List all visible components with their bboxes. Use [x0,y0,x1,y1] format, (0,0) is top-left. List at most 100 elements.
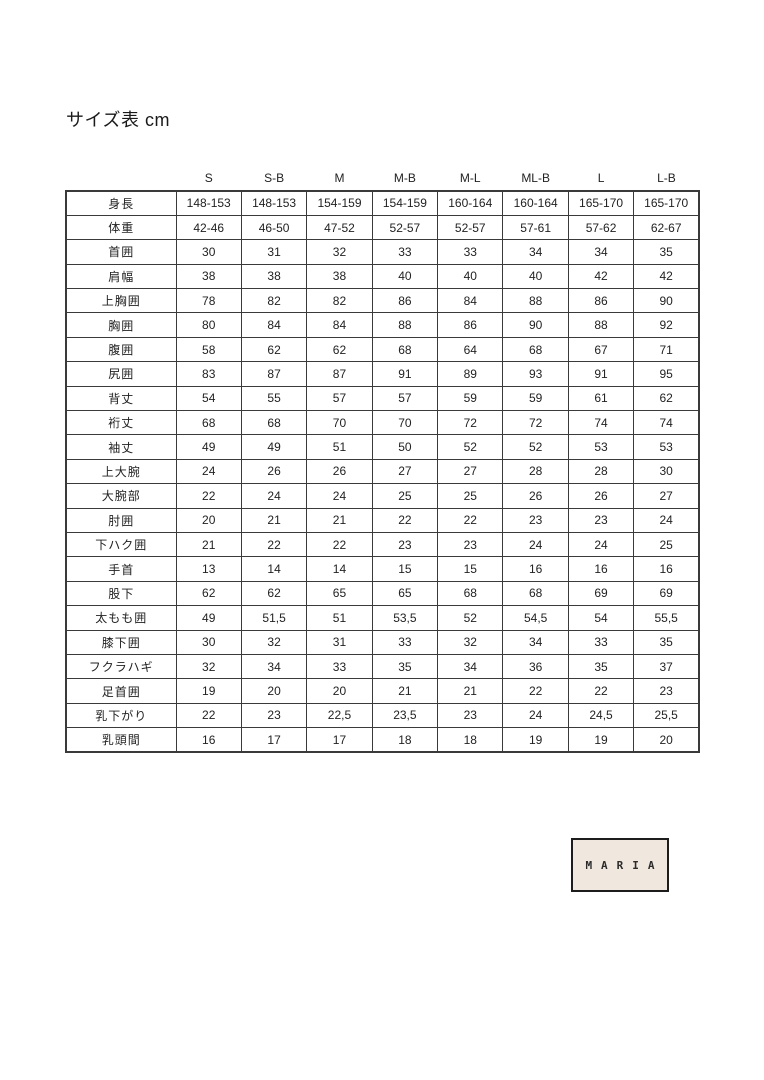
table-cell: 33 [437,239,504,265]
table-cell: 87 [240,361,308,387]
table-row: 上胸囲 78 82 82 86 84 88 86 90 [65,288,701,314]
table-cell: 82 [240,288,308,314]
table-cell: 22 [502,678,569,704]
table-cell: 53,5 [371,605,439,631]
row-label-cell: 袖丈 [65,434,177,460]
table-row: 袖丈 49 49 51 50 52 52 53 53 [65,434,701,460]
table-cell: 51 [306,434,373,460]
size-column-header: S [204,170,213,185]
table-cell: 26 [502,483,569,509]
row-label-cell: 肘囲 [65,507,177,533]
table-cell: 62-67 [633,214,701,241]
table-cell: 36 [502,653,569,680]
table-row: 股下 62 62 65 65 68 68 69 69 [65,580,701,607]
table-cell: 20 [633,727,701,754]
row-label-cell: 膝下囲 [65,629,177,655]
row-label-cell: 腹囲 [65,336,177,363]
table-cell: 23,5 [371,702,439,729]
table-cell: 21 [175,531,242,558]
table-cell: 53 [567,434,635,460]
table-cell: 22 [371,507,439,533]
row-label-cell: 上大腕 [65,458,177,485]
table-cell: 72 [502,410,569,436]
table-cell: 46-50 [240,214,308,241]
table-cell: 69 [567,580,635,607]
size-column-header: ML-B [521,170,550,185]
table-cell: 88 [371,312,439,338]
table-cell: 22 [306,531,373,558]
table-cell: 68 [437,580,504,607]
table-cell: 21 [437,678,504,704]
table-cell: 59 [502,385,569,412]
table-cell: 165-170 [633,189,701,216]
table-row: 上大腕 24 26 26 27 27 28 28 30 [65,458,701,485]
table-cell: 74 [633,410,701,436]
size-column-header: M-L [459,170,481,185]
table-cell: 65 [371,580,439,607]
brand-logo-text: MARIA [585,858,664,872]
table-row: 首囲 30 31 32 33 33 34 34 35 [65,239,701,265]
table-cell: 25 [371,483,439,509]
row-label-cell: 胸囲 [65,312,177,338]
table-cell: 52 [502,434,569,460]
table-cell: 80 [175,312,242,338]
header-spacer-cell [66,168,176,191]
table-cell: 16 [175,727,242,754]
table-row: 肩幅 38 38 38 40 40 40 42 42 [65,263,701,290]
table-cell: 16 [633,556,701,582]
table-cell: 91 [371,361,439,387]
table-cell: 40 [371,263,439,290]
table-cell: 70 [371,410,439,436]
table-cell: 148-153 [240,189,308,216]
table-cell: 83 [175,361,242,387]
table-cell: 25,5 [633,702,701,729]
table-cell: 78 [175,288,242,314]
size-column-header: L-B [657,170,676,185]
table-cell: 72 [437,410,504,436]
table-cell: 16 [502,556,569,582]
table-cell: 20 [306,678,373,704]
table-cell: 15 [371,556,439,582]
table-cell: 26 [567,483,635,509]
table-row: 背丈 54 55 57 57 59 59 61 62 [65,385,701,412]
table-cell: 19 [567,727,635,754]
table-cell: 57 [371,385,439,412]
table-cell: 24 [175,458,242,485]
table-cell: 22 [175,483,242,509]
table-cell: 21 [240,507,308,533]
table-cell: 55 [240,385,308,412]
table-cell: 160-164 [502,189,569,216]
table-cell: 42-46 [175,214,242,241]
table-cell: 52 [437,434,504,460]
table-cell: 32 [306,239,373,265]
table-cell: 34 [567,239,635,265]
table-cell: 59 [437,385,504,412]
table-cell: 49 [240,434,308,460]
table-row: 下ハク囲 21 22 22 23 23 24 24 25 [65,531,701,558]
table-cell: 68 [502,580,569,607]
size-table-container: S S-B M M-B M-L ML-B L L-B 身長 148-153 148-153 154-… [65,168,701,754]
table-cell: 32 [175,653,242,680]
table-cell: 52-57 [371,214,439,241]
page-title: サイズ表 cm [66,110,170,130]
size-column-header: S-B [264,170,285,185]
table-cell: 37 [633,653,701,680]
table-cell: 27 [371,458,439,485]
table-cell: 57-62 [567,214,635,241]
table-cell: 68 [371,336,439,363]
table-cell: 23 [437,702,504,729]
table-cell: 33 [306,653,373,680]
table-cell: 54,5 [502,605,569,631]
table-cell: 20 [240,678,308,704]
table-row: 足首囲 19 20 20 21 21 22 22 23 [65,678,701,704]
size-table: S S-B M M-B M-L ML-B L L-B 身長 148-153 148-153 154-… [65,168,701,754]
row-label-cell: 乳下がり [65,702,177,729]
table-cell: 24,5 [567,702,635,729]
table-cell: 23 [633,678,701,704]
table-cell: 54 [567,605,635,631]
table-cell: 74 [567,410,635,436]
table-cell: 18 [437,727,504,754]
table-cell: 51,5 [240,605,308,631]
table-cell: 54 [175,385,242,412]
row-label-cell: 身長 [65,189,177,216]
